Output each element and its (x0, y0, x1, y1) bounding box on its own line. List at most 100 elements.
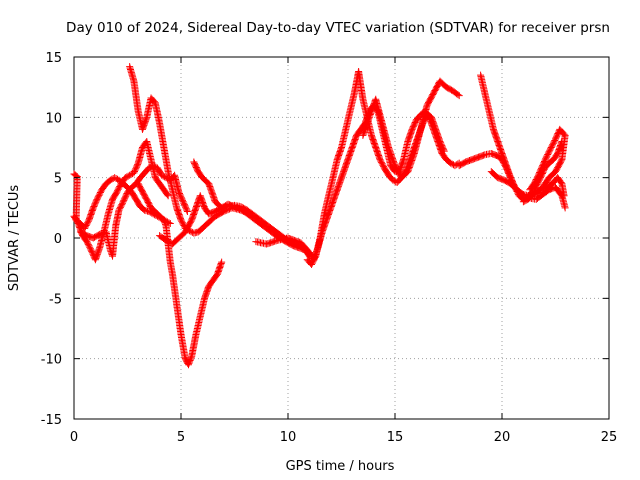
marker-trail (109, 189, 120, 202)
marker-trail (171, 173, 182, 195)
marker-trail (197, 296, 208, 319)
marker-trail (390, 177, 400, 186)
marker-trail (137, 170, 148, 180)
marker-trail (210, 271, 220, 283)
marker-trail (99, 181, 109, 192)
y-tick-label: -10 (41, 353, 62, 368)
marker-trail (316, 211, 328, 240)
marker-trail (120, 181, 130, 190)
marker-trail (214, 260, 225, 277)
x-tick-label: 20 (494, 430, 511, 445)
marker-trail (550, 175, 561, 185)
marker-trail (308, 254, 319, 267)
marker-trail (329, 157, 341, 180)
marker-trail (195, 225, 205, 235)
marker-trail (527, 181, 537, 192)
marker-trail (353, 127, 364, 138)
marker-trail (531, 175, 544, 192)
marker-trail (238, 203, 250, 213)
marker-trail (169, 272, 180, 307)
marker-trail (542, 160, 552, 171)
marker-trail (195, 169, 205, 180)
marker-trail (452, 160, 462, 169)
marker-trail (379, 121, 392, 150)
marker-trail (156, 121, 168, 150)
marker-trail (338, 127, 349, 150)
marker-trail (450, 88, 462, 99)
marker-trail (90, 196, 101, 210)
marker-trail (359, 115, 373, 138)
marker-trail (120, 190, 131, 204)
marker-trail (264, 237, 280, 248)
marker-trail (164, 242, 174, 265)
data-point (111, 174, 119, 182)
marker-trail (546, 169, 558, 181)
marker-trail (142, 207, 151, 215)
marker-trail (400, 139, 411, 162)
marker-trail (340, 157, 351, 174)
marker-trail (182, 217, 195, 235)
data-point (166, 220, 174, 228)
marker-trail (160, 145, 172, 174)
marker-trail (325, 175, 337, 198)
marker-trail (555, 175, 565, 186)
marker-trail (180, 199, 191, 214)
marker-trail (349, 133, 360, 150)
marker-trail (437, 139, 448, 154)
marker-trail (200, 175, 212, 187)
marker-trail (544, 145, 554, 158)
marker-trail (232, 202, 243, 210)
marker-trail (552, 185, 565, 199)
marker-trail (251, 212, 263, 223)
x-axis-label: GPS time / hours (286, 459, 395, 474)
marker-trail (476, 151, 488, 161)
marker-trail (71, 171, 80, 180)
marker-trail (304, 257, 314, 267)
data-point (126, 171, 134, 179)
marker-trail (437, 78, 449, 90)
marker-trail (112, 175, 121, 183)
marker-trail (143, 139, 155, 162)
marker-trail (200, 219, 212, 231)
marker-trail (481, 91, 493, 114)
marker-trail (417, 103, 431, 132)
marker-trail (552, 157, 565, 174)
marker-trail (152, 100, 163, 126)
marker-trail (139, 115, 150, 132)
marker-trail (173, 302, 185, 337)
marker-trail (302, 245, 312, 255)
marker-trail (558, 193, 569, 210)
marker-trail (444, 84, 455, 94)
marker-trail (525, 193, 534, 201)
marker-trail (527, 195, 539, 203)
chart-title: Day 010 of 2024, Sidereal Day-to-day VTE… (66, 20, 610, 36)
marker-trail (161, 187, 171, 199)
marker-trail (157, 233, 169, 243)
marker-trail (489, 150, 500, 159)
marker-trail (103, 230, 114, 253)
marker-trail (336, 169, 347, 186)
marker-trail (245, 211, 256, 222)
x-tick-label: 15 (387, 430, 404, 445)
marker-trail (108, 175, 117, 183)
marker-trail (114, 181, 124, 195)
marker-trail (439, 151, 449, 162)
marker-trail (212, 199, 225, 211)
marker-trail (531, 173, 542, 186)
marker-trail (213, 208, 227, 220)
marker-trail (84, 239, 94, 253)
series-track-h (252, 101, 463, 264)
marker-trail (105, 197, 116, 216)
marker-trail (258, 217, 269, 228)
marker-trail (152, 175, 163, 186)
y-tick-label: 10 (45, 111, 62, 126)
marker-trail (385, 145, 398, 168)
y-axis-label: SDTVAR / TECUs (7, 185, 22, 292)
marker-trail (342, 109, 354, 132)
marker-trail (109, 223, 120, 259)
marker-trail (258, 221, 269, 231)
marker-trail (191, 159, 201, 174)
marker-trail (206, 213, 218, 225)
marker-trail (142, 165, 152, 176)
marker-trail (130, 79, 142, 114)
